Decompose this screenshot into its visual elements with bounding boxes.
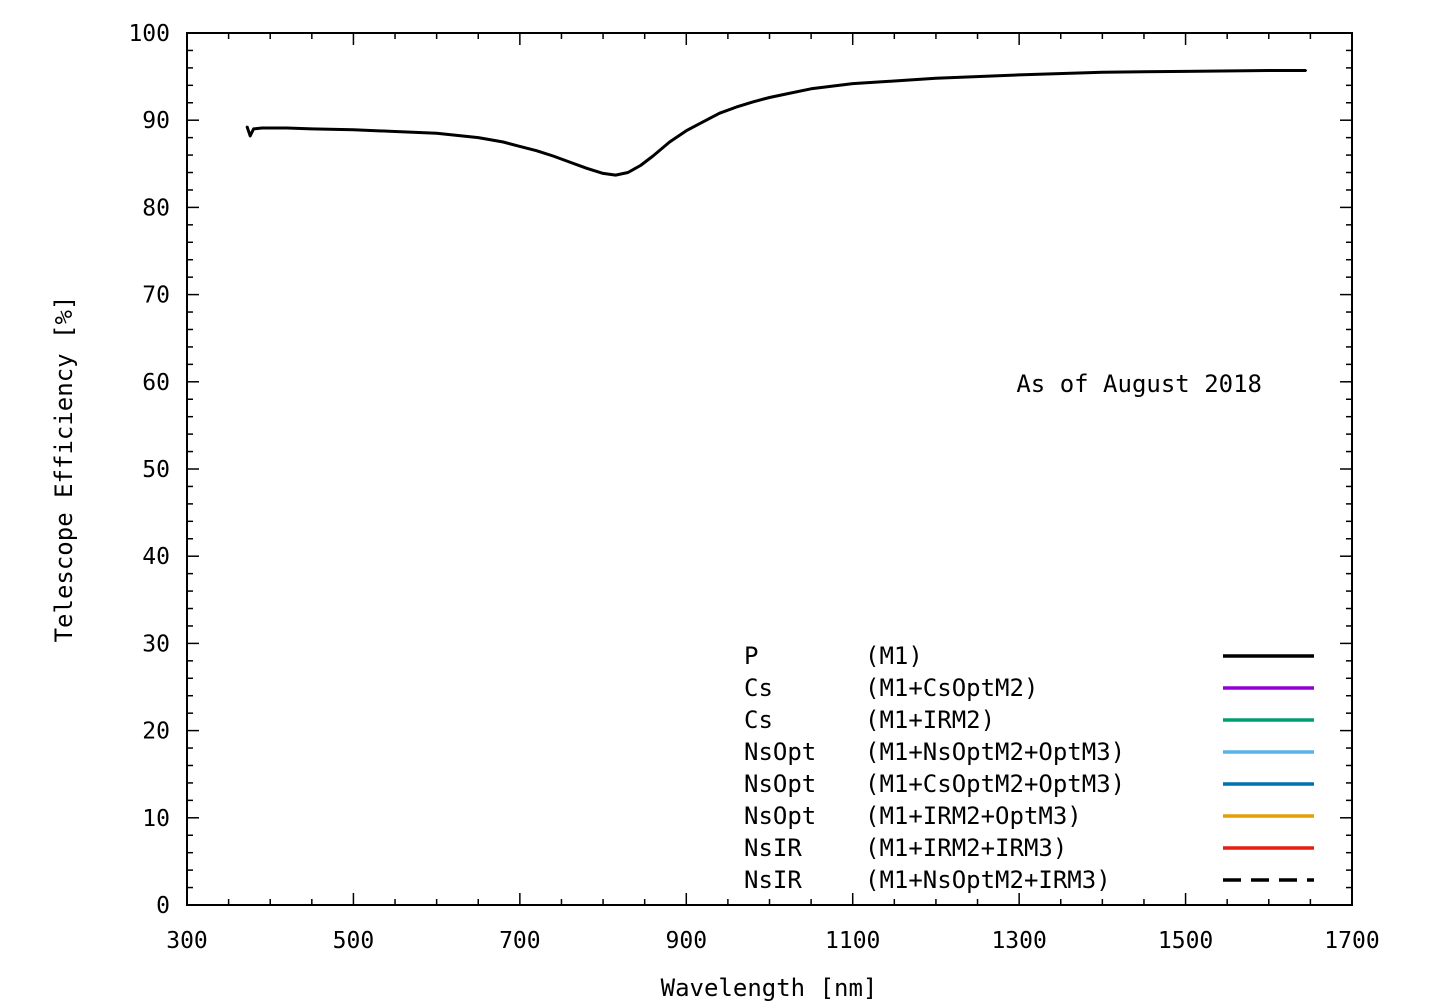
series-point — [1184, 70, 1187, 73]
x-tick-label: 1500 — [1158, 928, 1213, 954]
series-point — [785, 93, 787, 95]
legend-name: Cs — [744, 674, 773, 702]
series-point — [352, 128, 355, 131]
x-tick-label: 900 — [666, 928, 708, 954]
y-tick-label: 30 — [142, 631, 170, 657]
legend-name: Cs — [744, 706, 773, 734]
series-point — [535, 149, 538, 152]
legend-name: NsOpt — [744, 738, 816, 766]
series-point — [394, 130, 396, 133]
legend-config: (M1+IRM2+OptM3) — [865, 802, 1082, 830]
series-layer — [245, 69, 1308, 177]
legend-config: (M1+IRM2+IRM3) — [865, 834, 1067, 862]
y-tick-label: 60 — [142, 370, 170, 396]
x-tick-label: 700 — [499, 928, 541, 954]
series-point — [252, 128, 255, 130]
series-point — [1305, 69, 1308, 72]
legend-name: P — [744, 642, 758, 670]
y-tick-label: 0 — [156, 893, 170, 919]
legend-config: (M1+NsOptM2+OptM3) — [865, 738, 1125, 766]
series-point — [935, 77, 937, 80]
legend-name: NsOpt — [744, 770, 816, 798]
legend-config: (M1) — [865, 642, 923, 670]
series-point — [477, 136, 480, 139]
y-tick-label: 80 — [142, 195, 170, 221]
series-point — [1101, 71, 1104, 74]
legend-config: (M1+NsOptM2+IRM3) — [865, 866, 1111, 894]
x-tick-label: 1300 — [991, 928, 1046, 954]
series-point — [261, 127, 263, 129]
y-tick-label: 90 — [142, 108, 170, 134]
series-point — [568, 161, 571, 163]
y-tick-label: 20 — [142, 719, 170, 745]
series-point — [246, 125, 248, 128]
series-point — [552, 155, 554, 157]
series-point — [752, 101, 754, 103]
legend-config: (M1+IRM2) — [865, 706, 995, 734]
legend-name: NsIR — [744, 866, 802, 894]
series-point — [652, 155, 654, 157]
x-tick-label: 1100 — [825, 928, 880, 954]
series-point — [286, 127, 288, 129]
legend-config: (M1+CsOptM2) — [865, 674, 1038, 702]
y-tick-label: 50 — [142, 457, 170, 483]
series-point — [810, 88, 812, 90]
series-point — [1267, 69, 1270, 72]
x-tick-label: 1700 — [1324, 928, 1379, 954]
series-point — [435, 132, 438, 135]
series-point — [502, 141, 505, 143]
series-point — [668, 141, 671, 143]
axis-ticks — [186, 32, 1353, 906]
series-point — [249, 135, 252, 137]
series-point — [1018, 74, 1020, 76]
y-tick-label: 10 — [142, 806, 170, 832]
x-tick-label: 300 — [166, 928, 208, 954]
x-tick-label: 500 — [333, 928, 375, 954]
series-point — [893, 80, 896, 82]
date-annotation: As of August 2018 — [1016, 370, 1262, 398]
series-point — [614, 174, 617, 176]
series-point — [851, 82, 854, 85]
legend: P (M1) Cs (M1+CsOptM2) Cs (M1+IRM2) NsOpt (M1+N… — [744, 642, 1314, 894]
x-axis-label: Wavelength [nm] — [661, 974, 878, 1002]
series-point — [311, 128, 313, 130]
series-point — [735, 106, 738, 108]
series-point — [519, 145, 521, 148]
series-point — [768, 96, 771, 99]
series-point — [627, 171, 629, 174]
y-axis-label: Telescope Efficiency [%] — [50, 296, 78, 643]
y-tick-label: 70 — [142, 283, 170, 309]
series-point — [585, 167, 588, 169]
legend-name: NsOpt — [744, 802, 816, 830]
y-tick-label: 40 — [142, 544, 170, 570]
series-point — [702, 121, 704, 123]
series-point — [639, 164, 642, 167]
y-tick-labels: 0 10 20 30 40 50 60 70 80 90 100 — [128, 21, 170, 919]
legend-name: NsIR — [744, 834, 802, 862]
series-point — [269, 127, 272, 129]
series-point — [685, 129, 688, 132]
x-tick-labels: 300 500 700 900 1100 1300 1500 1700 — [166, 928, 1379, 954]
series-point — [718, 112, 721, 115]
series-line — [245, 69, 1307, 177]
series-point — [602, 172, 604, 175]
y-tick-label: 100 — [128, 21, 170, 47]
legend-config: (M1+CsOptM2+OptM3) — [865, 770, 1125, 798]
